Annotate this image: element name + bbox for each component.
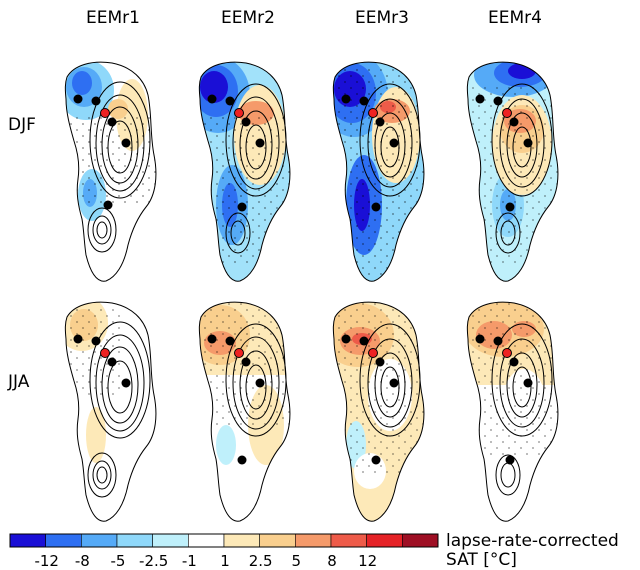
colorbar-frame [9,533,439,548]
panel-djf-eemr3 [332,61,425,282]
colorbar-tick-label: 1 [220,552,230,570]
panel-djf-eemr2 [198,61,291,282]
row-label-jja: JJA [8,372,30,392]
row-label-djf: DJF [8,115,36,135]
colorbar-tick-label: -1 [181,552,197,570]
colorbar-tick-label: 12 [358,552,378,570]
colorbar-tick-label: -5 [110,552,126,570]
column-title-eemr1: EEMr1 [86,8,140,28]
panel-jja-eemr2 [198,301,291,522]
colorbar-cell [259,533,296,548]
colorbar-tick-label: -12 [34,552,59,570]
colorbar-label-line2: SAT [°C] [446,550,517,570]
colorbar-cell [330,533,367,548]
colorbar-tick-label: 8 [327,552,337,570]
colorbar-tick-label: -8 [74,552,90,570]
colorbar-cell [81,533,118,548]
panel-jja-eemr3 [332,301,425,522]
colorbar-label-line1: lapse-rate-corrected [446,531,619,551]
colorbar-cell [295,533,332,548]
panel-djf-eemr4 [466,61,559,282]
colorbar-cell [402,533,439,548]
colorbar [9,533,439,548]
colorbar-tick-label: 5 [291,552,302,570]
column-title-eemr3: EEMr3 [355,8,409,28]
colorbar-cell [116,533,153,548]
colorbar-cell [45,533,82,548]
colorbar-cell [366,533,403,548]
colorbar-tick-label: 2.5 [248,552,273,570]
colorbar-cell [9,533,46,548]
colorbar-tick-label: -2.5 [139,552,169,570]
colorbar-cell [188,533,225,548]
column-title-eemr2: EEMr2 [221,8,275,28]
panel-jja-eemr1 [64,301,157,522]
colorbar-cell [152,533,189,548]
colorbar-cell [223,533,260,548]
column-title-eemr4: EEMr4 [488,8,542,28]
panel-jja-eemr4 [466,301,559,522]
panel-djf-eemr1 [64,61,157,282]
